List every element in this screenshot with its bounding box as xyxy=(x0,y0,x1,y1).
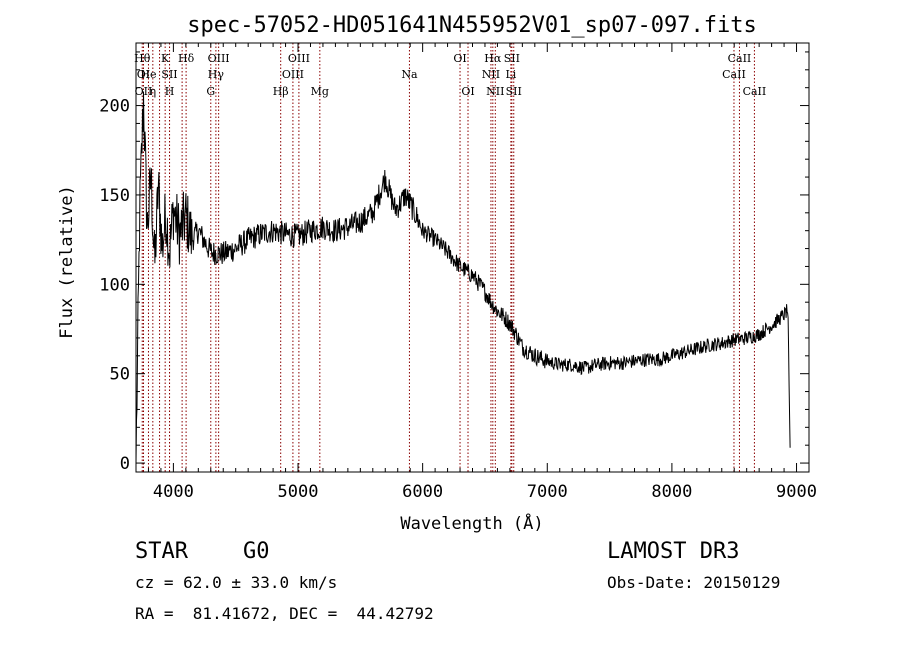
line-label: CaII xyxy=(722,68,746,81)
survey-name: LAMOST DR3 xyxy=(607,539,740,564)
line-label: SII xyxy=(506,85,522,98)
line-label: CaII xyxy=(728,52,752,65)
line-label: NII xyxy=(486,85,504,98)
plot-frame xyxy=(135,42,810,473)
line-label: He xyxy=(140,68,156,81)
line-label: K xyxy=(161,52,170,65)
line-label: CaII xyxy=(743,85,767,98)
y-tick-label: 0 xyxy=(120,454,130,474)
line-label: NII xyxy=(482,68,500,81)
x-tick-label: 9000 xyxy=(776,482,817,502)
spectrum-line xyxy=(135,91,791,464)
line-label: OIII xyxy=(288,52,310,65)
emission-line-labels: HθOIOIIHeηKHSIIHδGHγOIIIHβOIIIOIIIMgNaOI… xyxy=(134,52,766,98)
line-label: Li xyxy=(505,68,516,81)
line-label: Hβ xyxy=(273,85,289,98)
line-label: Hθ xyxy=(134,52,151,65)
line-label: OI xyxy=(461,85,474,98)
coordinates: RA = 81.41672, DEC = 44.42792 xyxy=(135,604,434,623)
chart-title: spec-57052-HD051641N455952V01_sp07-097.f… xyxy=(187,13,757,38)
x-tick-label: 6000 xyxy=(402,482,443,502)
line-label: OIII xyxy=(282,68,304,81)
line-label: G xyxy=(206,85,215,98)
line-label: OI xyxy=(137,68,150,81)
x-tick-label: 8000 xyxy=(651,482,692,502)
line-label: Mg xyxy=(311,85,329,98)
line-label: η xyxy=(150,85,157,98)
line-label: SII xyxy=(161,68,177,81)
line-label: Hγ xyxy=(208,68,225,81)
line-label: Na xyxy=(401,68,418,81)
emission-line-markers xyxy=(141,43,755,472)
y-tick-label: 50 xyxy=(110,365,130,385)
object-type: STAR xyxy=(135,539,188,564)
x-tick-label: 4000 xyxy=(153,482,194,502)
subclass: G0 xyxy=(243,539,270,564)
y-axis-label: Flux (relative) xyxy=(57,185,77,339)
x-tick-label: 5000 xyxy=(278,482,319,502)
x-axis-label: Wavelength (Å) xyxy=(400,512,543,534)
x-axis-ticks: 4000 5000 6000 7000 8000 9000 xyxy=(135,43,817,502)
y-tick-label: 100 xyxy=(99,275,130,295)
line-label: H xyxy=(165,85,175,98)
y-axis-ticks: 0 50 100 150 200 xyxy=(99,51,809,474)
line-label: Hδ xyxy=(178,52,195,65)
line-label: Hα xyxy=(484,52,502,65)
obs-date: Obs-Date: 20150129 xyxy=(607,573,781,592)
line-label: OIII xyxy=(208,52,230,65)
x-tick-label: 7000 xyxy=(527,482,568,502)
line-label: OI xyxy=(453,52,466,65)
y-tick-label: 150 xyxy=(99,186,130,206)
redshift-cz: cz = 62.0 ± 33.0 km/s xyxy=(135,573,338,592)
line-label: SII xyxy=(504,52,520,65)
y-tick-label: 200 xyxy=(99,97,130,117)
